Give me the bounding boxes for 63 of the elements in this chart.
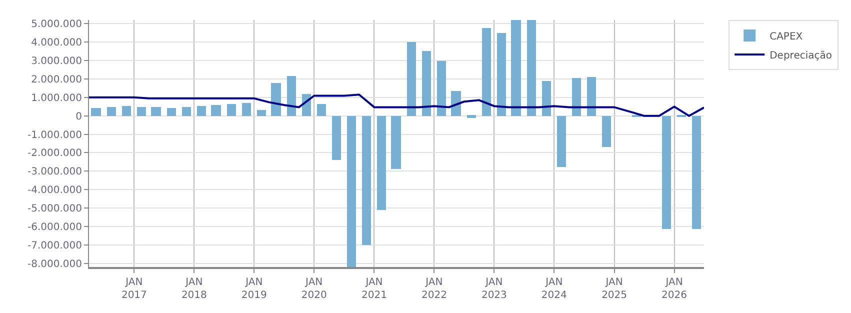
bar — [542, 81, 551, 116]
bar — [587, 77, 596, 116]
bar — [407, 42, 416, 116]
bar — [451, 91, 461, 116]
x-tick-label: JAN 2021 — [362, 277, 387, 301]
bar — [257, 110, 266, 116]
bar — [242, 103, 251, 116]
bar — [287, 76, 296, 116]
bar — [91, 108, 101, 116]
y-tick-label: -6.000.000 — [27, 222, 82, 233]
bar — [332, 116, 341, 160]
y-tick-label: -8.000.000 — [27, 258, 82, 270]
bar — [497, 33, 506, 116]
y-tick-label: 0 — [76, 111, 82, 122]
y-tick-label: 4.000.000 — [31, 38, 82, 49]
bar — [391, 116, 401, 169]
y-tick-label: -4.000.000 — [27, 185, 82, 196]
x-tick-label: JAN 2020 — [301, 277, 327, 301]
bar — [511, 20, 521, 116]
y-tick-label: -1.000.000 — [27, 130, 82, 141]
bar — [557, 116, 566, 167]
bar — [527, 20, 536, 116]
legend-label: Depreciação — [770, 50, 832, 62]
bar — [377, 116, 386, 210]
bar — [211, 105, 221, 116]
y-tick-label: -3.000.000 — [27, 166, 82, 178]
legend-label: CAPEX — [770, 31, 803, 42]
x-tick-label: JAN 2018 — [181, 277, 207, 301]
bar — [167, 108, 176, 116]
bar — [122, 106, 131, 116]
bar — [692, 116, 701, 229]
bar — [467, 115, 476, 118]
bar — [151, 107, 161, 116]
bar — [197, 106, 206, 116]
y-tick-label: 5.000.000 — [31, 19, 82, 30]
bar — [572, 78, 581, 116]
x-tick-label: JAN 2019 — [241, 277, 267, 301]
x-tick-label: JAN 2026 — [662, 277, 687, 301]
bar — [182, 107, 191, 116]
y-tick-label: 1.000.000 — [31, 92, 82, 104]
y-tick-label: -2.000.000 — [27, 148, 82, 160]
bar — [227, 104, 236, 116]
bar — [317, 104, 326, 116]
bar — [422, 51, 431, 116]
x-tick-label: JAN 2025 — [602, 277, 628, 301]
x-tick-label: JAN 2017 — [121, 277, 147, 301]
bar — [107, 107, 116, 116]
bar — [362, 116, 371, 245]
bar — [347, 116, 356, 267]
y-tick-label: 2.000.000 — [31, 74, 82, 86]
y-tick-label: -7.000.000 — [27, 240, 82, 252]
x-tick-label: JAN 2023 — [481, 277, 507, 301]
y-tick-label: 3.000.000 — [31, 56, 82, 68]
bar — [271, 83, 281, 116]
bar — [482, 28, 491, 116]
x-tick-label: JAN 2022 — [421, 277, 447, 301]
x-tick-label: JAN 2024 — [541, 277, 567, 301]
bar — [662, 116, 671, 229]
bar — [137, 107, 146, 116]
line-series — [89, 94, 704, 117]
y-tick-label: -5.000.000 — [27, 204, 82, 215]
bar — [602, 116, 611, 147]
bar — [437, 61, 446, 116]
